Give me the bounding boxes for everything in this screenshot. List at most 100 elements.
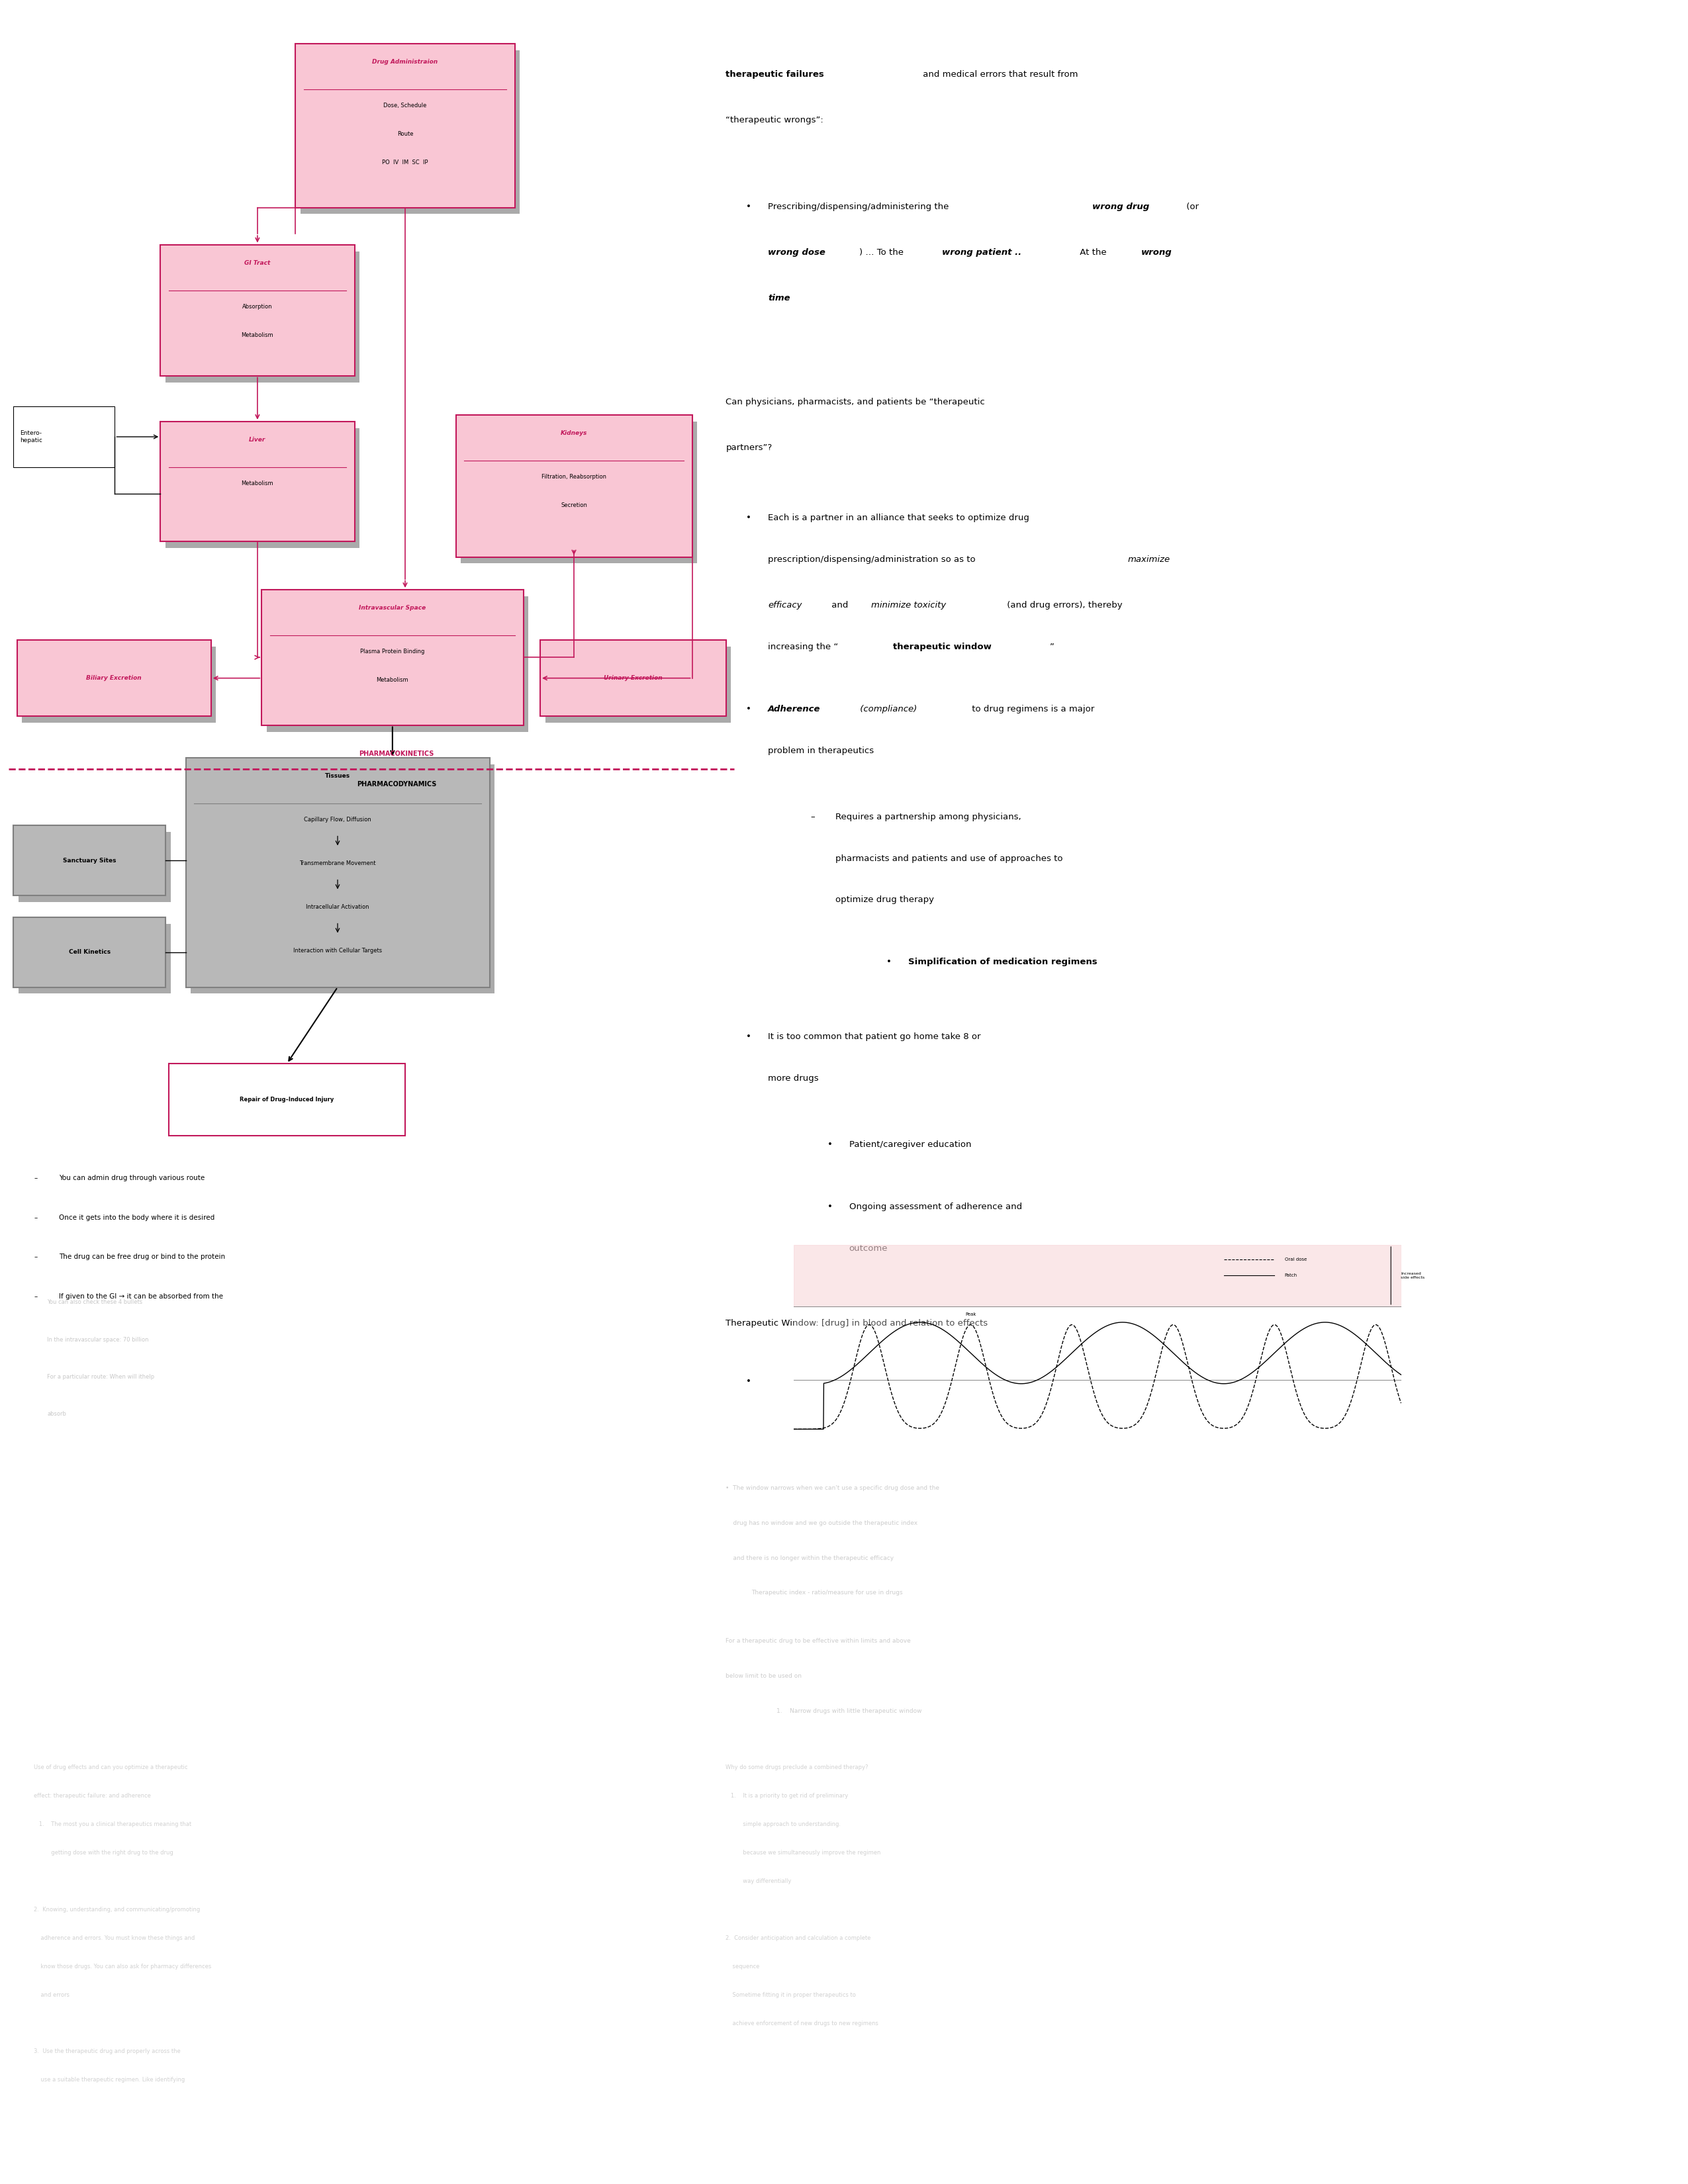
Text: PHARMACOKINETICS: PHARMACOKINETICS bbox=[360, 749, 434, 758]
Text: For a particular route: When will ithelp: For a particular route: When will ithelp bbox=[47, 1374, 155, 1380]
Text: In the intravascular space: 70 billion: In the intravascular space: 70 billion bbox=[47, 1337, 149, 1343]
Bar bbox=[14, 406, 115, 467]
Text: –: – bbox=[34, 1293, 37, 1299]
Text: problem in therapeutics: problem in therapeutics bbox=[768, 747, 874, 756]
Text: Patient/caregiver education: Patient/caregiver education bbox=[849, 1140, 971, 1149]
FancyBboxPatch shape bbox=[191, 764, 495, 994]
Text: Route: Route bbox=[397, 131, 414, 138]
Text: 3.  Use the therapeutic drug and properly across the: 3. Use the therapeutic drug and properly… bbox=[34, 2049, 181, 2055]
Text: Increased
side effects: Increased side effects bbox=[1401, 1271, 1425, 1280]
Text: Sometime fitting it in proper therapeutics to: Sometime fitting it in proper therapeuti… bbox=[726, 1992, 856, 1998]
Text: Requires a partnership among physicians,: Requires a partnership among physicians, bbox=[836, 812, 1021, 821]
Text: 2.  Knowing, understanding, and communicating/promoting: 2. Knowing, understanding, and communica… bbox=[34, 1907, 201, 1913]
Text: and: and bbox=[829, 601, 851, 609]
FancyBboxPatch shape bbox=[160, 245, 354, 376]
Text: Sanctuary Sites: Sanctuary Sites bbox=[62, 858, 116, 863]
Text: drug has no window and we go outside the therapeutic index: drug has no window and we go outside the… bbox=[726, 1520, 918, 1527]
Text: You can admin drug through various route: You can admin drug through various route bbox=[59, 1175, 204, 1182]
Bar bbox=[793, 1380, 1401, 1441]
FancyBboxPatch shape bbox=[165, 428, 360, 548]
Text: –: – bbox=[34, 1175, 37, 1182]
FancyBboxPatch shape bbox=[267, 596, 528, 732]
Text: wrong patient ..: wrong patient .. bbox=[942, 249, 1021, 258]
Text: 1.    Narrow drugs with little therapeutic window: 1. Narrow drugs with little therapeutic … bbox=[776, 1708, 922, 1714]
Text: wrong: wrong bbox=[1141, 249, 1171, 258]
FancyBboxPatch shape bbox=[14, 826, 165, 895]
Text: •: • bbox=[746, 1033, 751, 1042]
Text: –: – bbox=[810, 812, 815, 821]
Text: adherence and errors. You must know these things and: adherence and errors. You must know thes… bbox=[34, 1935, 194, 1942]
Text: Metabolism: Metabolism bbox=[376, 677, 408, 684]
Text: Tissues: Tissues bbox=[326, 773, 349, 780]
Text: Patch: Patch bbox=[1285, 1273, 1296, 1278]
Text: Oral dose: Oral dose bbox=[1285, 1258, 1307, 1262]
Text: 1.    The most you a clinical therapeutics meaning that: 1. The most you a clinical therapeutics … bbox=[34, 1821, 191, 1828]
Text: time: time bbox=[768, 295, 790, 304]
Text: Peak: Peak bbox=[966, 1313, 976, 1317]
Text: Absorption: Absorption bbox=[243, 304, 272, 310]
Text: GI Tract: GI Tract bbox=[245, 260, 270, 266]
Text: partners”?: partners”? bbox=[726, 443, 773, 452]
Text: below limit to be used on: below limit to be used on bbox=[726, 1673, 802, 1679]
Text: getting dose with the right drug to the drug: getting dose with the right drug to the … bbox=[34, 1850, 174, 1856]
Text: Each is a partner in an alliance that seeks to optimize drug: Each is a partner in an alliance that se… bbox=[768, 513, 1030, 522]
Text: effect: therapeutic failure: and adherence: effect: therapeutic failure: and adheren… bbox=[34, 1793, 150, 1800]
Text: Capillary Flow, Diffusion: Capillary Flow, Diffusion bbox=[304, 817, 371, 823]
Text: For a therapeutic drug to be effective within limits and above: For a therapeutic drug to be effective w… bbox=[726, 1638, 912, 1645]
Text: Entero-
hepatic: Entero- hepatic bbox=[20, 430, 42, 443]
Text: use a suitable therapeutic regimen. Like identifying: use a suitable therapeutic regimen. Like… bbox=[34, 2077, 186, 2084]
Text: (or: (or bbox=[1183, 203, 1198, 212]
Text: Interaction with Cellular Targets: Interaction with Cellular Targets bbox=[294, 948, 381, 954]
FancyBboxPatch shape bbox=[165, 251, 360, 382]
Text: Liver: Liver bbox=[250, 437, 265, 443]
FancyBboxPatch shape bbox=[295, 44, 515, 207]
Text: Biliary Excretion: Biliary Excretion bbox=[86, 675, 142, 681]
Text: outcome: outcome bbox=[849, 1245, 888, 1254]
Text: Metabolism: Metabolism bbox=[241, 332, 273, 339]
FancyBboxPatch shape bbox=[545, 646, 731, 723]
Text: •: • bbox=[746, 1378, 751, 1385]
Text: sequence: sequence bbox=[726, 1963, 760, 1970]
FancyBboxPatch shape bbox=[461, 422, 697, 563]
Text: •: • bbox=[746, 705, 751, 714]
Text: •: • bbox=[827, 1140, 832, 1149]
FancyBboxPatch shape bbox=[456, 415, 692, 557]
Text: and medical errors that result from: and medical errors that result from bbox=[920, 70, 1079, 79]
Text: Adherence: Adherence bbox=[768, 705, 820, 714]
Text: increasing the “: increasing the “ bbox=[768, 642, 839, 651]
Text: Secretion: Secretion bbox=[560, 502, 587, 509]
FancyBboxPatch shape bbox=[540, 640, 726, 716]
Text: optimize drug therapy: optimize drug therapy bbox=[836, 895, 933, 904]
Text: Dose, Schedule: Dose, Schedule bbox=[383, 103, 427, 109]
Text: If given to the GI → it can be absorbed from the: If given to the GI → it can be absorbed … bbox=[59, 1293, 223, 1299]
FancyBboxPatch shape bbox=[262, 590, 523, 725]
FancyBboxPatch shape bbox=[19, 924, 170, 994]
Text: Intravascular Space: Intravascular Space bbox=[360, 605, 425, 612]
Text: It is too common that patient go home take 8 or: It is too common that patient go home ta… bbox=[768, 1033, 981, 1042]
Text: Therapeutic index - ratio/measure for use in drugs: Therapeutic index - ratio/measure for us… bbox=[751, 1590, 903, 1597]
Text: Plasma Protein Binding: Plasma Protein Binding bbox=[360, 649, 425, 655]
Text: prescription/dispensing/administration so as to: prescription/dispensing/administration s… bbox=[768, 555, 979, 563]
Text: Prescribing/dispensing/administering the: Prescribing/dispensing/administering the bbox=[768, 203, 952, 212]
FancyBboxPatch shape bbox=[186, 758, 490, 987]
FancyBboxPatch shape bbox=[22, 646, 216, 723]
Text: (compliance): (compliance) bbox=[858, 705, 917, 714]
FancyBboxPatch shape bbox=[19, 832, 170, 902]
Text: Ongoing assessment of adherence and: Ongoing assessment of adherence and bbox=[849, 1203, 1021, 1212]
Text: to drug regimens is a major: to drug regimens is a major bbox=[969, 705, 1094, 714]
Text: •  The window narrows when we can't use a specific drug dose and the: • The window narrows when we can't use a… bbox=[726, 1485, 940, 1492]
Text: and there is no longer within the therapeutic efficacy: and there is no longer within the therap… bbox=[726, 1555, 895, 1562]
FancyBboxPatch shape bbox=[17, 640, 211, 716]
Text: Drug Administraion: Drug Administraion bbox=[373, 59, 437, 66]
Text: minimize toxicity: minimize toxicity bbox=[871, 601, 945, 609]
Text: Kidneys: Kidneys bbox=[560, 430, 587, 437]
Text: maximize: maximize bbox=[1128, 555, 1170, 563]
Text: and errors: and errors bbox=[34, 1992, 69, 1998]
Text: •: • bbox=[827, 1203, 832, 1212]
Text: Transmembrane Movement: Transmembrane Movement bbox=[299, 860, 376, 867]
Text: The drug can be free drug or bind to the protein: The drug can be free drug or bind to the… bbox=[59, 1254, 225, 1260]
FancyBboxPatch shape bbox=[14, 917, 165, 987]
Text: •: • bbox=[746, 513, 751, 522]
Text: Urinary Excretion: Urinary Excretion bbox=[604, 675, 662, 681]
Text: 1.    It is a priority to get rid of preliminary: 1. It is a priority to get rid of prelim… bbox=[726, 1793, 849, 1800]
